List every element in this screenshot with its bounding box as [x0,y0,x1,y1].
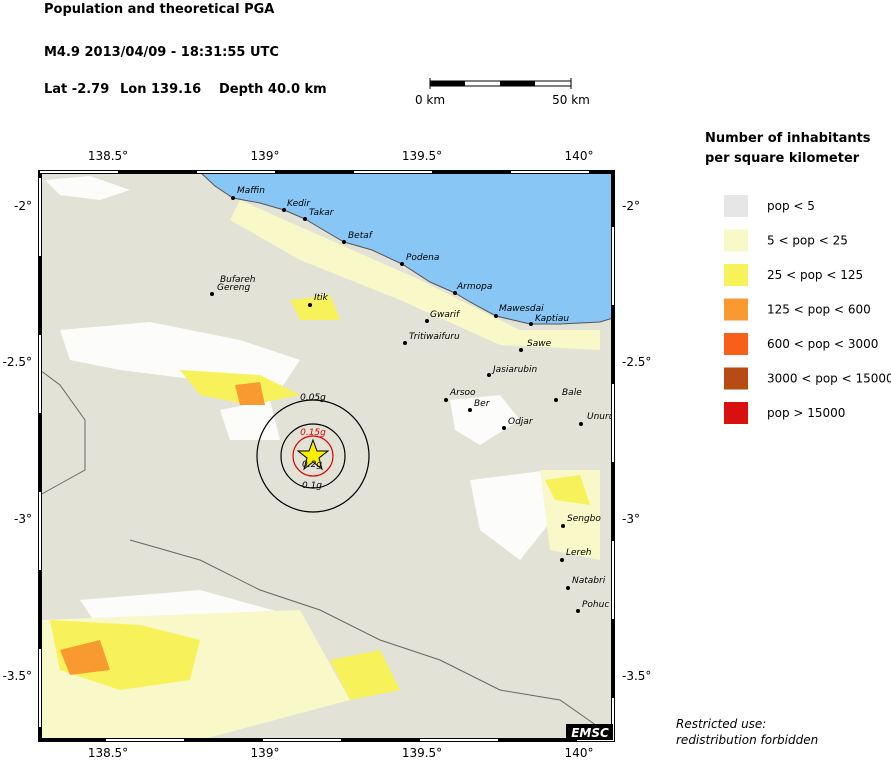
lon-label: 139.5° [402,149,442,163]
city-label: Podena [406,253,439,263]
legend-title: per square kilometer [705,151,860,166]
city-label: Itik [314,293,329,303]
city-dot [579,422,583,426]
city-dot [529,322,533,326]
city-dot [560,558,564,562]
city-dot [494,314,498,318]
legend-swatch [724,264,748,286]
city-dot [468,408,472,412]
city-label: Sengbo [567,514,601,524]
city-label: Armopa [456,282,492,292]
city-label: Jasiarubin [491,365,537,375]
city-dot [403,341,407,345]
legend-label: 600 < pop < 3000 [767,337,878,351]
city-label: Lereh [566,548,592,558]
lat-label: -3° [14,512,32,526]
lon: Lon 139.16 [120,82,201,97]
city-dot [502,426,506,430]
lat: Lat -2.79 [44,82,109,97]
lat-label: -2.5° [3,355,32,369]
pga-label: 0.2g [302,460,322,470]
scale-bar [429,78,572,89]
lat-label: -3.5° [3,669,32,683]
city-label: Sawe [527,339,552,349]
legend-label: pop > 15000 [767,406,845,420]
city-label: Bufareh [220,275,256,285]
city-dot [453,291,457,295]
city-dot [342,240,346,244]
pga-label: 0.05g [300,393,326,403]
depth: Depth 40.0 km [219,82,327,97]
city-label: Gereng [217,283,250,293]
pga-label: 0.1g [302,481,322,491]
city-dot [444,398,448,402]
lat-label: -2.5° [622,355,651,369]
lon-label: 139° [251,149,280,163]
lon-label: 139° [251,746,280,760]
scale-start: 0 km [415,93,445,107]
city-label: Unuru [587,412,615,422]
city-label: Gwarif [430,310,461,320]
legend-swatch [724,298,748,321]
legend-swatch [724,333,748,355]
lat-label: -2° [14,199,32,213]
legend-swatch [724,195,748,217]
lon-label: 138.5° [88,746,128,760]
city-dot [487,373,491,377]
lon-label: 140° [565,746,594,760]
city-label: Kedir [287,199,311,209]
city-label: Takar [309,208,335,218]
title: Population and theoretical PGA [44,2,274,17]
city-label: Mawesdai [499,304,544,314]
city-dot [519,348,523,352]
footer: redistribution forbidden [676,733,818,747]
legend-title: Number of inhabitants [705,131,871,146]
legend-label: 25 < pop < 125 [767,268,863,282]
city-label: Tritiwaifuru [409,332,460,342]
city-dot [554,398,558,402]
city-dot [400,262,404,266]
legend-swatch [724,367,748,390]
lon-label: 139.5° [402,746,442,760]
city-dot [576,609,580,613]
lon-label: 140° [565,149,594,163]
city-label: Bale [562,388,582,398]
pga-label: 0.15g [300,428,326,438]
city-label: Kaptiau [535,314,569,324]
lat-label: -2° [622,199,640,213]
city-label: Odjar [508,417,534,427]
scale-end: 50 km [552,93,590,107]
city-dot [425,319,429,323]
lon-label: 138.5° [88,149,128,163]
legend-label: 125 < pop < 600 [767,303,871,317]
city-label: Betaf [348,231,374,241]
city-dot [231,196,235,200]
legend-swatch [724,229,748,252]
legend-label: pop < 5 [767,199,815,213]
footer: Restricted use: [676,717,766,731]
legend-swatch [724,402,748,424]
city-label: Ber [474,399,491,409]
city-label: Arsoo [449,388,476,398]
legend-label: 5 < pop < 25 [767,234,848,248]
event: M4.9 2013/04/09 - 18:31:55 UTC [44,45,279,60]
city-dot [210,292,214,296]
city-label: Maffin [237,186,265,196]
city-label: Pohuc [582,600,609,610]
credit: EMSC [571,726,609,740]
city-dot [303,217,307,221]
city-dot [566,586,570,590]
lat-label: -3.5° [622,669,651,683]
legend-label: 3000 < pop < 15000 [767,372,891,386]
city-label: Natabri [572,576,606,586]
lat-label: -3° [622,512,640,526]
city-dot [561,524,565,528]
city-dot [308,303,312,307]
city-dot [282,208,286,212]
